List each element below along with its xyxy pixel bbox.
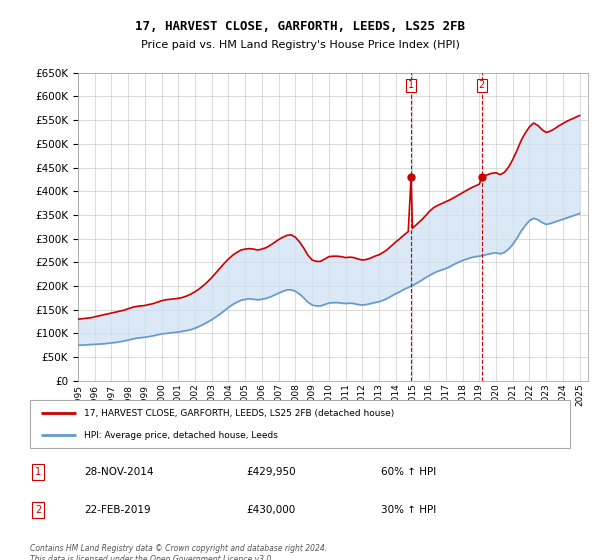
Text: 2: 2 bbox=[479, 81, 485, 91]
Text: 60% ↑ HPI: 60% ↑ HPI bbox=[381, 467, 436, 477]
Text: 1: 1 bbox=[408, 81, 414, 91]
Text: 17, HARVEST CLOSE, GARFORTH, LEEDS, LS25 2FB: 17, HARVEST CLOSE, GARFORTH, LEEDS, LS25… bbox=[135, 20, 465, 32]
Text: 28-NOV-2014: 28-NOV-2014 bbox=[84, 467, 154, 477]
Text: 1: 1 bbox=[35, 467, 41, 477]
Text: 17, HARVEST CLOSE, GARFORTH, LEEDS, LS25 2FB (detached house): 17, HARVEST CLOSE, GARFORTH, LEEDS, LS25… bbox=[84, 409, 394, 418]
Text: 22-FEB-2019: 22-FEB-2019 bbox=[84, 505, 151, 515]
Text: £429,950: £429,950 bbox=[246, 467, 296, 477]
Text: 30% ↑ HPI: 30% ↑ HPI bbox=[381, 505, 436, 515]
Text: £430,000: £430,000 bbox=[246, 505, 295, 515]
Text: Price paid vs. HM Land Registry's House Price Index (HPI): Price paid vs. HM Land Registry's House … bbox=[140, 40, 460, 50]
Text: Contains HM Land Registry data © Crown copyright and database right 2024.
This d: Contains HM Land Registry data © Crown c… bbox=[30, 544, 327, 560]
FancyBboxPatch shape bbox=[30, 400, 570, 448]
Text: 2: 2 bbox=[35, 505, 41, 515]
Text: HPI: Average price, detached house, Leeds: HPI: Average price, detached house, Leed… bbox=[84, 431, 278, 440]
